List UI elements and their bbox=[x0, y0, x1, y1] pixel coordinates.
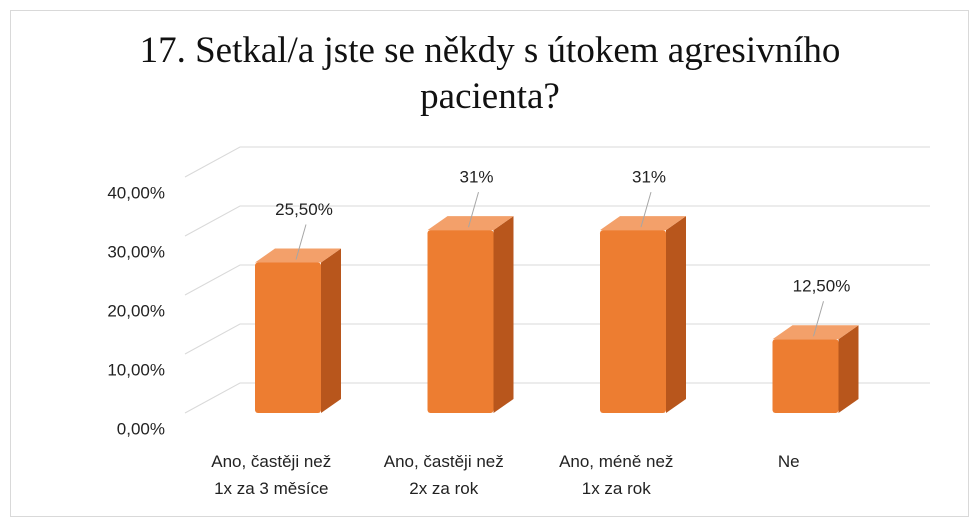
bar-top bbox=[772, 325, 859, 340]
grid-line bbox=[184, 205, 930, 237]
leader-line bbox=[295, 224, 307, 260]
value-label: 25,50% bbox=[275, 200, 333, 219]
bar-side bbox=[838, 325, 859, 413]
leader-line bbox=[640, 191, 652, 228]
bar-side bbox=[666, 216, 686, 413]
leader-line bbox=[813, 301, 824, 337]
y-tick-label: 40,00% bbox=[107, 183, 165, 202]
bar-top bbox=[255, 248, 341, 263]
bar-side bbox=[321, 248, 341, 413]
x-tick-label: Ano, častěji než 2x za rok bbox=[383, 452, 504, 498]
value-label: 31% bbox=[632, 168, 666, 187]
bar-top bbox=[427, 216, 514, 231]
bar bbox=[255, 262, 321, 413]
value-label: 31% bbox=[459, 168, 493, 187]
y-tick-label: 10,00% bbox=[107, 360, 165, 379]
chart-title: 17. Setkal/a jste se někdy s útokem agre… bbox=[139, 30, 841, 117]
leader-line bbox=[468, 191, 479, 228]
y-tick-label: 0,00% bbox=[117, 419, 165, 438]
grid-line bbox=[184, 382, 930, 414]
bar-side bbox=[493, 216, 514, 413]
value-label: 12,50% bbox=[793, 277, 851, 296]
grid-line bbox=[184, 323, 930, 355]
y-tick-label: 20,00% bbox=[107, 301, 165, 320]
grid-line bbox=[184, 264, 930, 296]
bar bbox=[427, 230, 494, 413]
bar bbox=[600, 230, 666, 413]
bar bbox=[772, 339, 839, 413]
x-tick-label: Ano, častěji než 1x za 3 měsíce bbox=[211, 452, 332, 498]
bar-top bbox=[600, 216, 686, 231]
x-tick-label: Ne bbox=[777, 452, 800, 471]
x-tick-label: Ano, méně než 1x za rok bbox=[559, 452, 674, 498]
grid-line bbox=[184, 146, 930, 178]
y-tick-label: 30,00% bbox=[107, 242, 165, 261]
